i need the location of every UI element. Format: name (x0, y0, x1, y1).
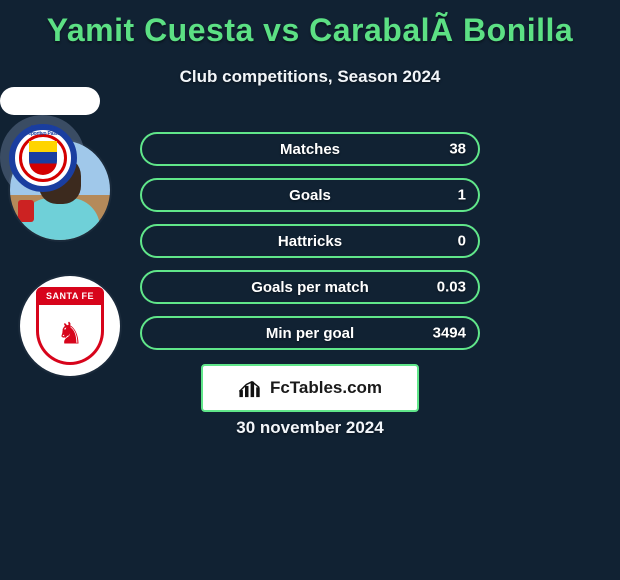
player2-photo-placeholder (0, 87, 100, 115)
stat-value-right: 1 (458, 187, 466, 204)
stat-label: Goals per match (251, 279, 369, 296)
lion-icon: ♞ (57, 316, 84, 351)
stat-row-matches: Matches 38 (140, 132, 480, 166)
stats-list: Matches 38 Goals 1 Hattricks 0 Goals per… (140, 132, 480, 362)
stat-label: Goals (289, 187, 331, 204)
stat-row-mpg: Min per goal 3494 (140, 316, 480, 350)
comparison-card: Yamit Cuesta vs CarabalÃ Bonilla Club co… (0, 12, 620, 580)
stat-label: Matches (280, 141, 340, 158)
team2-crest-text: AsociaciónDeportivo Pasto (9, 125, 77, 137)
stat-row-goals: Goals 1 (140, 178, 480, 212)
stat-value-right: 3494 (433, 325, 466, 342)
date-line: 30 november 2024 (0, 418, 620, 438)
bar-chart-icon (238, 377, 266, 399)
team1-crest-text: SANTA FE (36, 287, 104, 305)
page-title: Yamit Cuesta vs CarabalÃ Bonilla (0, 12, 620, 49)
stat-value-right: 0 (458, 233, 466, 250)
stat-label: Hattricks (278, 233, 342, 250)
stat-value-right: 0.03 (437, 279, 466, 296)
page-subtitle: Club competitions, Season 2024 (0, 67, 620, 87)
stat-label: Min per goal (266, 325, 354, 342)
stat-value-right: 38 (449, 141, 466, 158)
team2-crest: AsociaciónDeportivo Pasto (0, 115, 85, 200)
fctables-text: FcTables.com (270, 378, 382, 398)
stat-row-hattricks: Hattricks 0 (140, 224, 480, 258)
fctables-branding: FcTables.com (201, 364, 419, 412)
stat-row-gpm: Goals per match 0.03 (140, 270, 480, 304)
team1-crest: SANTA FE ♞ (20, 276, 120, 376)
